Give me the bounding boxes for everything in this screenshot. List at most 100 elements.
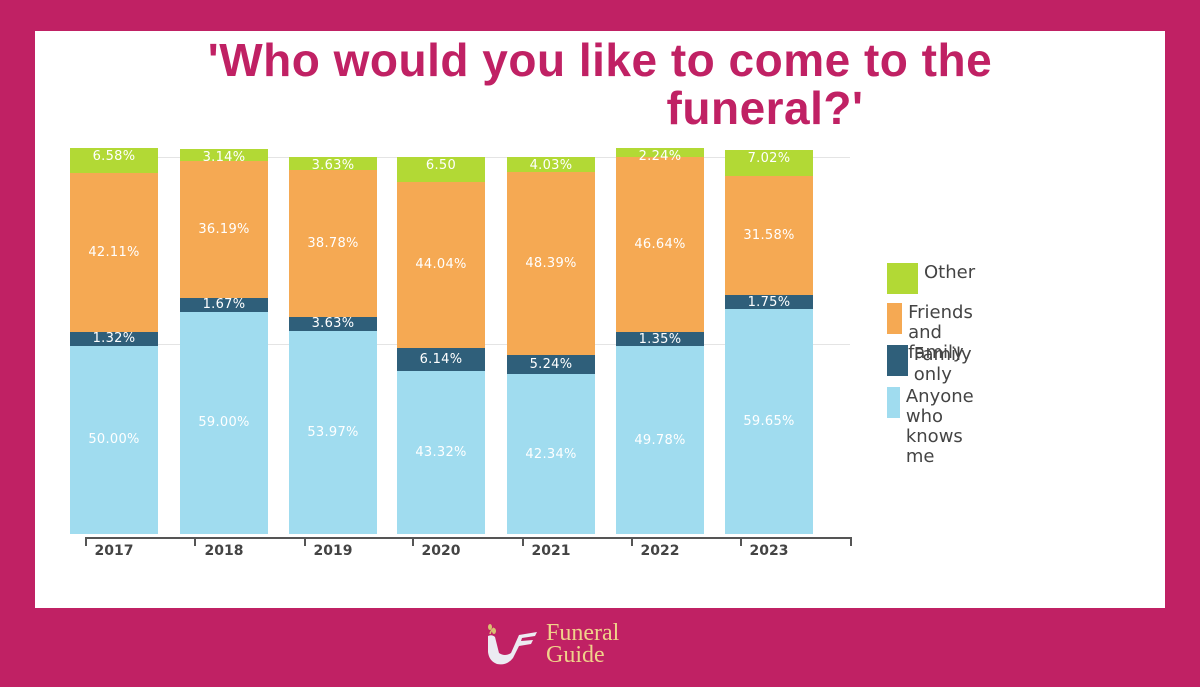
data-label: 7.02% xyxy=(747,150,791,166)
bar-segment-family-only: 6.14% xyxy=(397,347,485,371)
data-label: 6.50 xyxy=(425,158,457,174)
bar-segment-anyone-who-knows-me: 49.78% xyxy=(616,346,704,534)
bar-2019: 53.97% 3.63% 38.78% 3.63% xyxy=(289,156,377,534)
bar-segment-friends-and-family: 42.11% xyxy=(70,172,158,332)
bar-2017: 50.00% 1.32% 42.11% 6.58% xyxy=(70,147,158,534)
legend-item-anyone-who-knows-me: Anyone who knows me xyxy=(887,387,992,467)
data-label: 43.32% xyxy=(415,444,467,460)
data-label: 42.11% xyxy=(88,244,140,260)
x-axis-tick xyxy=(740,537,742,546)
data-label: 1.35% xyxy=(638,331,682,347)
data-label: 6.58% xyxy=(92,148,136,164)
bar-segment-other: 3.14% xyxy=(180,149,268,165)
bar-segment-anyone-who-knows-me: 59.65% xyxy=(725,309,813,534)
data-label: 38.78% xyxy=(307,235,359,251)
legend-swatch xyxy=(887,345,908,376)
x-axis-tick xyxy=(850,537,852,546)
bar-segment-friends-and-family: 46.64% xyxy=(616,156,704,333)
legend-swatch xyxy=(887,387,900,418)
bar-2020: 43.32% 6.14% 44.04% 6.50 xyxy=(397,157,485,534)
bar-segment-family-only: 5.24% xyxy=(507,354,595,375)
legend-label: Friends and family xyxy=(908,302,973,363)
legend-swatch xyxy=(887,303,903,334)
x-axis-label: 2017 xyxy=(94,543,134,559)
bar-segment-other: 6.50 xyxy=(397,157,485,182)
bar-segment-anyone-who-knows-me: 59.00% xyxy=(180,311,268,534)
data-label: 3.63% xyxy=(311,157,355,173)
x-axis-label: 2023 xyxy=(749,543,789,559)
x-axis-tick xyxy=(412,537,414,546)
bar-2021: 42.34% 5.24% 48.39% 4.03% xyxy=(507,157,595,534)
bar-2022: 49.78% 1.35% 46.64% 2.24% xyxy=(616,148,704,534)
x-axis-label: 2021 xyxy=(531,543,571,559)
data-label: 31.58% xyxy=(743,228,795,244)
legend-label: Other xyxy=(924,262,976,283)
legend-item-family-only: Family only xyxy=(887,345,982,385)
chart-card: 'Who would you like to come to the funer… xyxy=(35,31,1165,608)
bar-segment-anyone-who-knows-me: 53.97% xyxy=(289,330,377,534)
data-label: 2.24% xyxy=(638,149,682,165)
bar-segment-family-only: 1.32% xyxy=(70,331,158,347)
bar-segment-family-only: 1.35% xyxy=(616,331,704,347)
legend-label: Family only xyxy=(913,344,972,385)
bar-segment-family-only: 3.63% xyxy=(289,316,377,332)
data-label: 36.19% xyxy=(198,221,250,237)
x-axis-label: 2022 xyxy=(640,543,680,559)
legend-swatch xyxy=(887,263,918,294)
logo-text: Funeral Guide xyxy=(546,620,620,668)
bar-2023: 59.65% 1.75% 31.58% 7.02% xyxy=(725,149,813,534)
funeral-guide-logo: Funeral Guide xyxy=(480,620,620,668)
data-label: 5.24% xyxy=(529,357,573,373)
data-label: 42.34% xyxy=(525,446,577,462)
data-label: 50.00% xyxy=(88,432,140,448)
data-label: 6.14% xyxy=(419,351,463,367)
data-label: 1.75% xyxy=(747,294,791,310)
x-axis-label: 2018 xyxy=(204,543,244,559)
bar-segment-other: 2.24% xyxy=(616,148,704,164)
bar-segment-anyone-who-knows-me: 43.32% xyxy=(397,370,485,534)
legend-item-friends-and-family: Friends and family xyxy=(887,303,989,363)
data-label: 53.97% xyxy=(307,424,359,440)
chart-title: 'Who would you like to come to the funer… xyxy=(95,36,1105,132)
logo-line-2: Guide xyxy=(546,642,605,668)
bar-segment-other: 3.63% xyxy=(289,156,377,173)
data-label: 59.00% xyxy=(198,415,250,431)
plot-area: 50.00% 1.32% 42.11% 6.58% 2017 59.00% 1.67% 36.… xyxy=(60,31,860,608)
data-label: 1.67% xyxy=(202,297,246,313)
legend-label: Anyone who knows me xyxy=(905,386,974,467)
data-label: 3.63% xyxy=(311,316,355,332)
chart-title-line-1: 'Who would you like to come to the xyxy=(207,34,993,86)
data-label: 48.39% xyxy=(525,255,577,271)
x-axis-tick xyxy=(85,537,87,546)
bar-segment-other: 4.03% xyxy=(507,157,595,174)
bar-segment-friends-and-family: 38.78% xyxy=(289,170,377,317)
bar-segment-anyone-who-knows-me: 42.34% xyxy=(507,374,595,534)
bar-segment-other: 7.02% xyxy=(725,149,813,177)
bar-segment-family-only: 1.75% xyxy=(725,294,813,310)
bar-segment-family-only: 1.67% xyxy=(180,297,268,313)
x-axis-tick xyxy=(304,537,306,546)
x-axis xyxy=(85,537,850,539)
data-label: 44.04% xyxy=(415,257,467,273)
bar-segment-other: 6.58% xyxy=(70,147,158,173)
dove-icon xyxy=(488,624,537,665)
x-axis-label: 2020 xyxy=(421,543,461,559)
data-label: 1.32% xyxy=(92,331,136,347)
legend-item-other: Other xyxy=(887,263,975,294)
bar-segment-friends-and-family: 36.19% xyxy=(180,161,268,298)
bar-segment-friends-and-family: 44.04% xyxy=(397,181,485,348)
x-axis-tick xyxy=(522,537,524,546)
data-label: 46.64% xyxy=(634,236,686,252)
x-axis-tick xyxy=(631,537,633,546)
x-axis-label: 2019 xyxy=(313,543,353,559)
bar-segment-friends-and-family: 31.58% xyxy=(725,176,813,296)
data-label: 3.14% xyxy=(202,150,246,166)
bar-2018: 59.00% 1.67% 36.19% 3.14% xyxy=(180,149,268,534)
chart-title-line-2: funeral?' xyxy=(666,82,864,134)
bar-segment-friends-and-family: 48.39% xyxy=(507,172,595,355)
data-label: 4.03% xyxy=(529,158,573,174)
data-label: 59.65% xyxy=(743,414,795,430)
logo-line-1: Funeral xyxy=(546,620,620,646)
data-label: 49.78% xyxy=(634,432,686,448)
x-axis-tick xyxy=(194,537,196,546)
